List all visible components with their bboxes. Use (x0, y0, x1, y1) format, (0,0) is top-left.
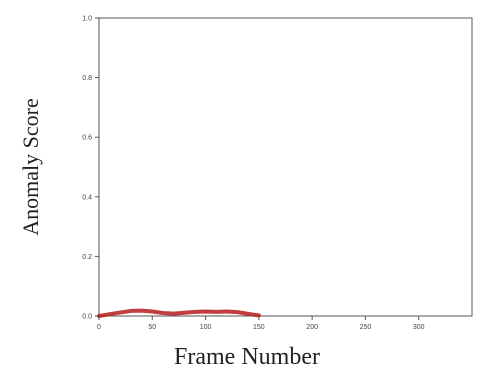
x-axis-ticks: 0 50 100 150 200 250 300 (97, 316, 425, 331)
y-tick-label: 0.6 (82, 135, 92, 142)
x-tick-label: 100 (200, 324, 212, 331)
x-tick-label: 50 (148, 324, 156, 331)
y-axis-label: Anomaly Score (18, 98, 43, 235)
x-axis-label: Frame Number (174, 344, 320, 370)
y-tick-label: 0.0 (82, 314, 92, 321)
y-tick-label: 0.2 (82, 254, 92, 261)
y-tick-label: 0.4 (82, 194, 92, 201)
x-tick-label: 0 (97, 324, 101, 331)
x-tick-label: 300 (413, 324, 425, 331)
y-axis-ticks: 0.0 0.2 0.4 0.6 0.8 1.0 (82, 16, 99, 321)
y-tick-label: 0.8 (82, 75, 92, 82)
x-tick-label: 200 (306, 324, 318, 331)
x-tick-label: 150 (253, 324, 265, 331)
plot-frame (98, 17, 473, 317)
x-tick-label: 250 (360, 324, 372, 331)
series-layer (97, 308, 261, 318)
y-tick-label: 1.0 (82, 16, 92, 23)
series-line (97, 308, 261, 318)
